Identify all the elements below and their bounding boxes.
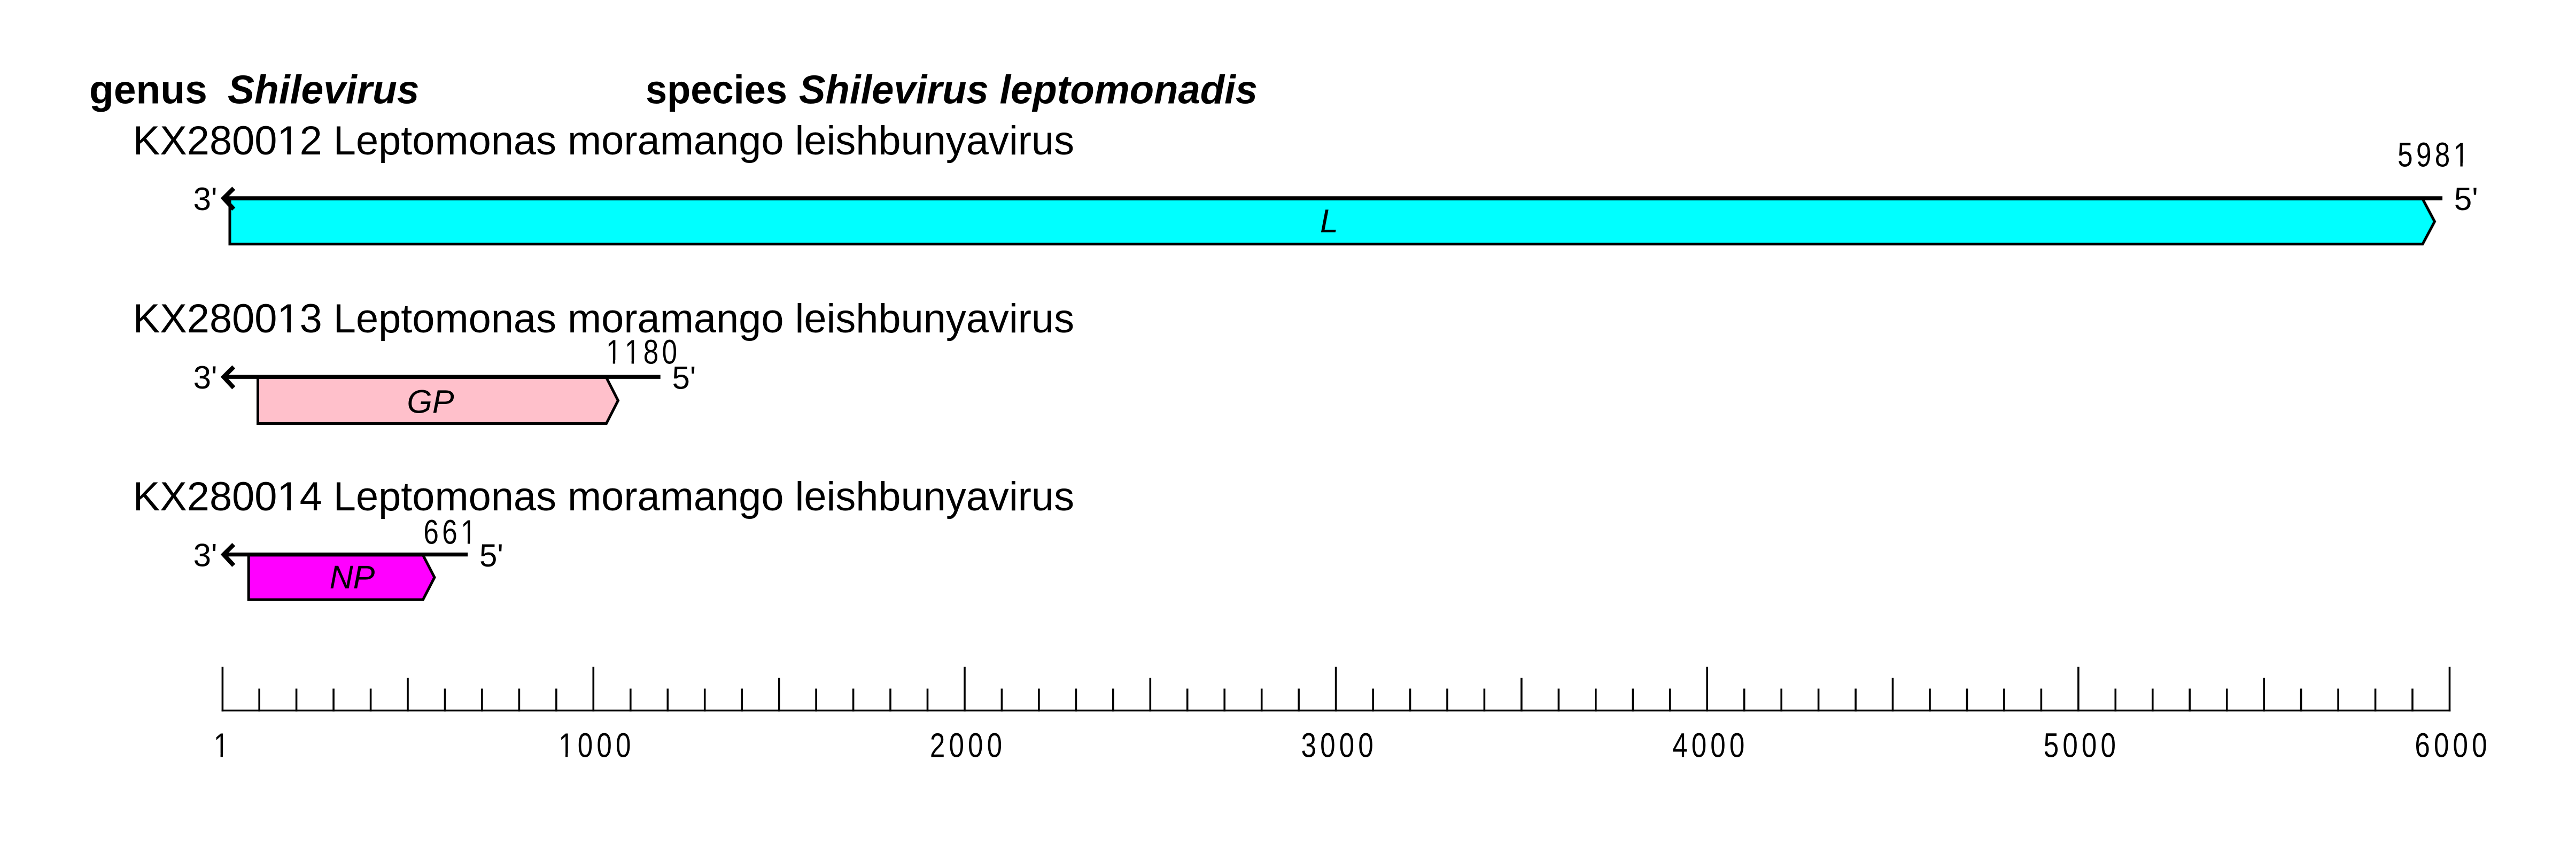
svg-text:0: 0: [616, 727, 631, 765]
svg-text:9: 9: [2416, 136, 2431, 174]
svg-text:0: 0: [987, 727, 1002, 765]
svg-text:0: 0: [1358, 727, 1373, 765]
svg-text:2: 2: [930, 727, 945, 765]
svg-text:6: 6: [423, 514, 438, 552]
svg-text:0: 0: [1729, 727, 1744, 765]
svg-text:3': 3': [193, 181, 218, 217]
svg-text:0: 0: [2472, 727, 2487, 765]
svg-text:1: 1: [461, 514, 476, 552]
svg-text:Shilevirus: Shilevirus: [228, 67, 419, 112]
svg-text:NP: NP: [330, 559, 375, 595]
svg-text:0: 0: [2082, 727, 2097, 765]
svg-text:1: 1: [214, 727, 229, 765]
svg-text:0: 0: [1710, 727, 1725, 765]
svg-text:3: 3: [1301, 727, 1316, 765]
svg-text:genus: genus: [89, 67, 207, 112]
svg-text:Shilevirus leptomonadis: Shilevirus leptomonadis: [799, 67, 1258, 112]
svg-text:8: 8: [2435, 136, 2450, 174]
svg-text:1: 1: [625, 333, 640, 371]
svg-text:3': 3': [193, 537, 218, 573]
svg-text:GP: GP: [407, 384, 454, 420]
svg-text:0: 0: [2101, 727, 2116, 765]
svg-text:0: 0: [968, 727, 983, 765]
svg-text:0: 0: [949, 727, 964, 765]
svg-text:0: 0: [1320, 727, 1335, 765]
svg-text:0: 0: [596, 727, 611, 765]
svg-text:KX280014 Leptomonas moramango: KX280014 Leptomonas moramango leishbunya…: [133, 474, 1074, 519]
svg-text:0: 0: [2434, 727, 2449, 765]
svg-text:8: 8: [643, 333, 658, 371]
svg-text:0: 0: [2062, 727, 2077, 765]
svg-text:6: 6: [2415, 727, 2430, 765]
svg-text:5: 5: [2397, 136, 2412, 174]
svg-text:1: 1: [2454, 136, 2469, 174]
svg-text:L: L: [1320, 203, 1338, 239]
svg-text:0: 0: [578, 727, 593, 765]
svg-text:species: species: [646, 67, 787, 112]
svg-text:1: 1: [606, 333, 621, 371]
svg-text:5': 5': [479, 538, 503, 573]
svg-text:0: 0: [1339, 727, 1354, 765]
svg-text:5: 5: [2044, 727, 2059, 765]
svg-text:0: 0: [2453, 727, 2468, 765]
svg-text:0: 0: [662, 333, 677, 371]
svg-text:1: 1: [558, 727, 573, 765]
svg-text:3': 3': [193, 360, 218, 395]
svg-text:KX280013 Leptomonas moramango: KX280013 Leptomonas moramango leishbunya…: [133, 296, 1074, 341]
svg-text:4: 4: [1672, 727, 1687, 765]
svg-text:5': 5': [2454, 181, 2478, 217]
svg-text:5': 5': [672, 360, 696, 395]
svg-text:6: 6: [442, 514, 457, 552]
svg-text:0: 0: [1692, 727, 1706, 765]
svg-text:KX280012 Leptomonas moramango: KX280012 Leptomonas moramango leishbunya…: [133, 118, 1074, 164]
